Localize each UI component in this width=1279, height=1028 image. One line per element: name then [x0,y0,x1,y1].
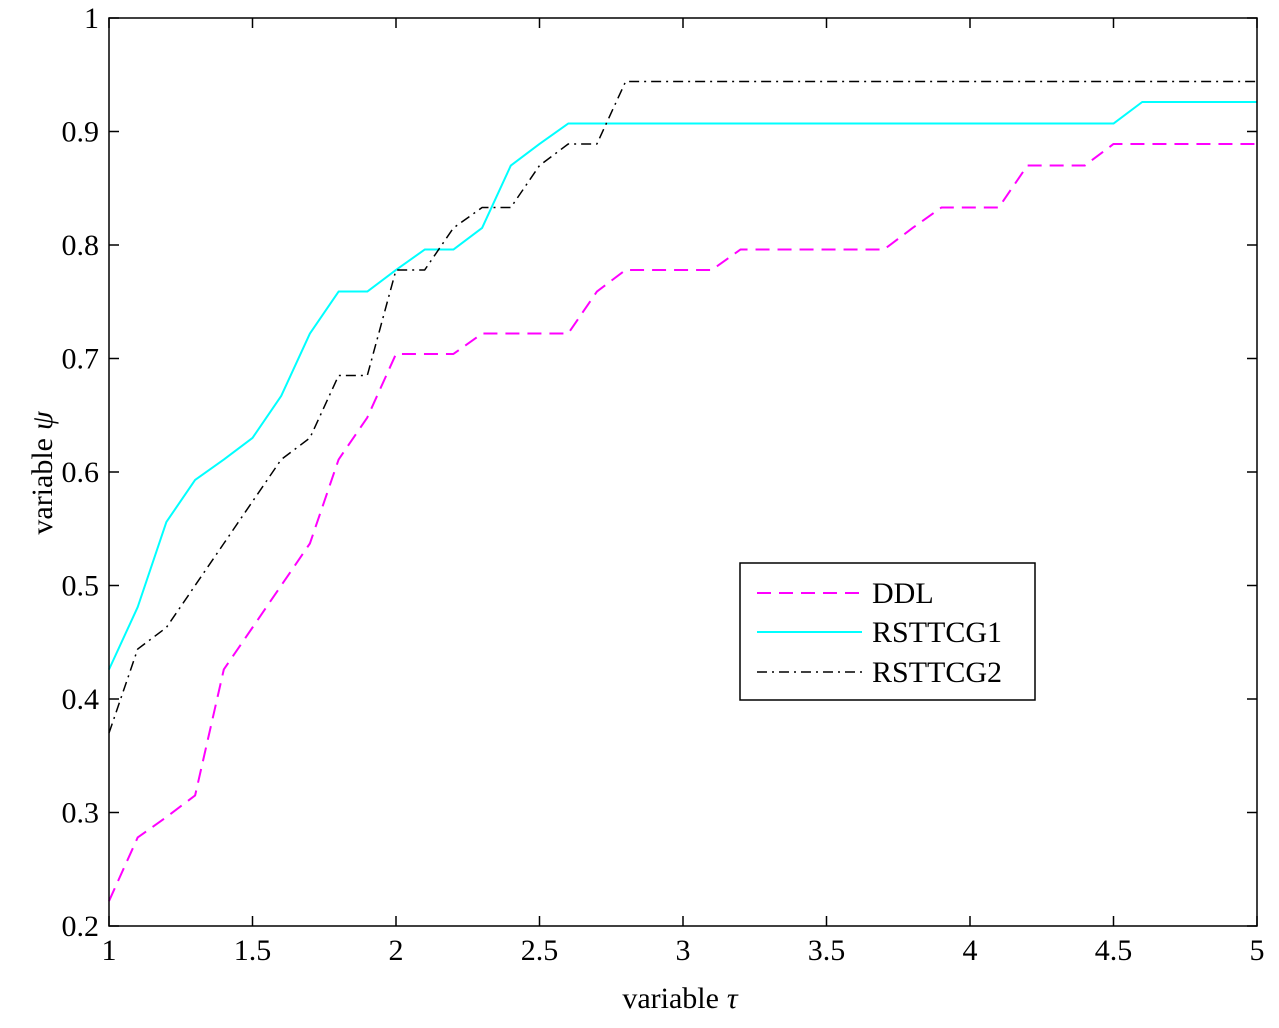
legend-label-ddl: DDL [872,577,934,610]
x-axis-label: variable τ [622,982,739,1015]
y-tick-label: 0.4 [62,683,100,716]
legend: DDL RSTTCG1 RSTTCG2 [739,562,1036,701]
x-tick-label: 3.5 [808,934,846,967]
y-tick-label: 0.2 [62,910,100,943]
y-tick-label: 1 [84,2,99,35]
x-axis-label-symbol: τ [727,982,739,1015]
y-tick-label: 0.6 [62,456,100,489]
x-tick-label: 1 [102,934,117,967]
y-tick-label: 0.3 [62,797,100,830]
x-tick-label: 5 [1250,934,1265,967]
x-tick-label: 1.5 [234,934,272,967]
x-tick-label: 3 [676,934,691,967]
x-axis-label-text: variable [622,982,719,1015]
y-tick-label: 0.7 [62,343,100,376]
y-axis-label-text: variable [26,438,59,535]
x-tick-label: 2 [389,934,404,967]
legend-label-rsttcg2: RSTTCG2 [872,656,1002,689]
x-tick-label: 4.5 [1095,934,1133,967]
series-line-ddl [108,142,1257,902]
x-tick-label: 2.5 [521,934,559,967]
y-axis-label-symbol: ψ [26,410,59,430]
y-tick-label: 0.5 [62,570,100,603]
legend-label-rsttcg1: RSTTCG1 [872,616,1002,649]
y-tick-label: 0.8 [62,229,100,262]
series-line-rsttcg1 [108,100,1257,670]
ticks-layer: 1 1.5 2 2.5 3 3.5 4 4.5 5 0.2 0.3 0.4 0.5 0.6 0.7 0.8 0.… [62,2,1265,967]
x-tick-label: 4 [963,934,978,967]
y-axis-label: variable ψ [26,410,59,535]
series-layer [108,80,1257,902]
series-line-rsttcg2 [108,80,1257,734]
y-tick-label: 0.9 [62,116,100,149]
